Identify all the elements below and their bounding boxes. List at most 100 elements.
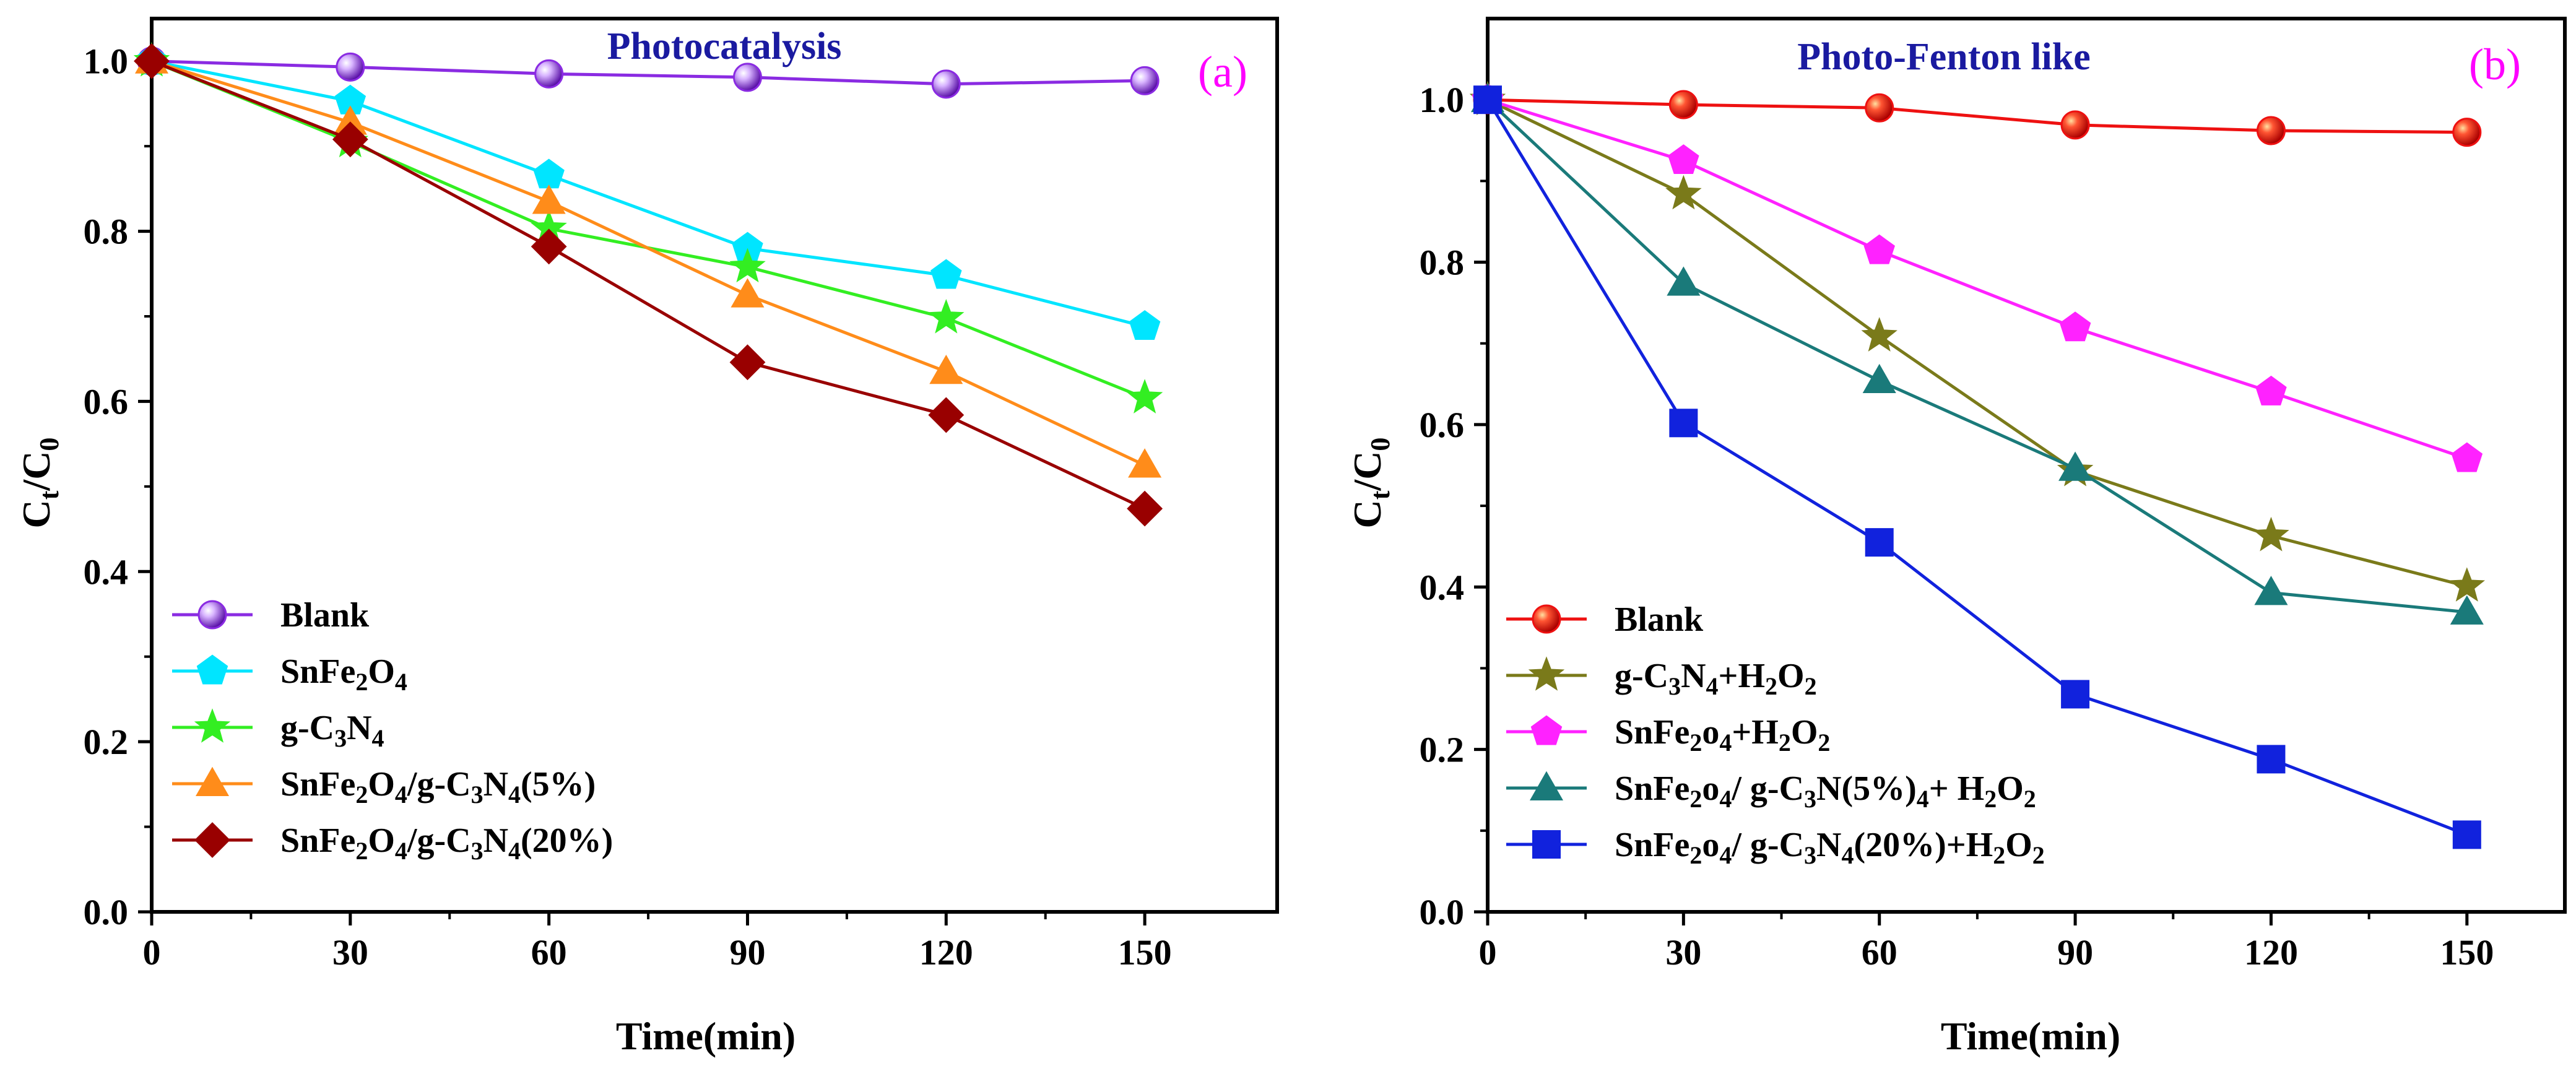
data-point xyxy=(332,121,368,158)
legend-label: g-C3N4 xyxy=(280,709,384,752)
x-tick-label: 150 xyxy=(2440,932,2494,973)
data-point xyxy=(2448,567,2486,602)
series-0 xyxy=(1473,85,2482,147)
data-point xyxy=(2257,745,2286,774)
panel-b-legend: Blank g-C3N4+H2O2 SnFe2o4+H2O2 SnFe2o4/ g-C… xyxy=(1506,600,2045,869)
legend-marker xyxy=(1529,771,1564,800)
legend-label: SnFe2o4/ g-C3N4(20%)+H2O2 xyxy=(1615,826,2045,869)
data-point xyxy=(2254,576,2288,605)
legend-marker xyxy=(196,654,228,685)
legend-entry: g-C3N4+H2O2 xyxy=(1506,656,1817,700)
y-tick-label: 0.2 xyxy=(1420,730,1465,770)
a-plot-frame xyxy=(150,17,1279,914)
panel-a-xlabel: Time(min) xyxy=(616,1014,796,1058)
data-point xyxy=(531,228,567,265)
data-point xyxy=(2253,516,2289,552)
data-point xyxy=(1126,379,1163,414)
data-point xyxy=(732,63,762,92)
legend-marker xyxy=(1530,715,1563,745)
data-point xyxy=(930,259,962,289)
x-tick-label: 30 xyxy=(332,932,368,973)
legend-entry: SnFe2O4/g-C3N4(5%) xyxy=(172,765,596,808)
panel-b-ylabel-mid: /C xyxy=(1345,451,1389,492)
series-line xyxy=(151,59,1146,510)
y-tick-label: 0.6 xyxy=(84,381,129,422)
legend-entry: g-C3N4 xyxy=(172,708,384,752)
data-point xyxy=(1861,317,1897,352)
series-1 xyxy=(1469,80,2486,602)
data-point xyxy=(532,184,566,214)
y-tick-label: 1.0 xyxy=(1420,80,1465,120)
x-tick-label: 150 xyxy=(1118,932,1172,973)
data-point xyxy=(2451,442,2483,472)
series-line xyxy=(151,59,1146,467)
x-tick-label: 60 xyxy=(531,932,567,973)
series-line xyxy=(1486,98,2468,588)
data-point xyxy=(2452,118,2482,147)
panel-b-series xyxy=(1469,80,2486,849)
panel-a-ylabel-sub2: 0 xyxy=(34,438,64,451)
x-tick-label: 90 xyxy=(2057,932,2093,973)
data-point xyxy=(1865,93,1894,123)
panel-a-legend: Blank SnFe2O4 g-C3N4 SnFe2O4/g-C3N4(5%) SnFe… xyxy=(172,596,613,865)
y-tick-label: 0.4 xyxy=(1420,567,1465,607)
series-line xyxy=(1486,98,2468,836)
series-line xyxy=(1487,98,2467,134)
panel-b-title: Photo-Fenton like xyxy=(1797,36,2091,78)
data-point xyxy=(533,158,565,189)
x-tick-label: 120 xyxy=(919,932,973,973)
series-1 xyxy=(136,45,1161,340)
legend-marker xyxy=(195,766,230,796)
series-line xyxy=(151,59,1145,86)
legend-label: Blank xyxy=(1615,600,1704,639)
legend-entry: SnFe2o4/ g-C3N(5%)4+ H2O2 xyxy=(1506,769,2036,813)
panel-b-ylabel-sub1: t xyxy=(1365,490,1395,500)
panel-a-series xyxy=(133,41,1163,527)
panel-a: Photocatalysis (a) 0 30 60 90 120 150 0.0 0.2 0.… xyxy=(14,17,1279,1058)
data-point xyxy=(1127,490,1163,527)
panel-a-label: (a) xyxy=(1198,47,1247,97)
data-point xyxy=(1863,234,1895,264)
y-tick-label: 0.8 xyxy=(1420,243,1465,283)
panel-b-label: (b) xyxy=(2469,40,2521,89)
data-point xyxy=(2255,375,2287,405)
data-point xyxy=(729,344,766,381)
x-tick-label: 90 xyxy=(729,932,765,973)
legend-label: g-C3N4+H2O2 xyxy=(1615,657,1817,700)
series-2 xyxy=(133,41,1163,414)
x-tick-label: 0 xyxy=(143,932,161,973)
data-point xyxy=(1665,175,1702,210)
y-tick-label: 0.2 xyxy=(84,722,129,762)
data-point xyxy=(731,278,765,308)
legend-entry: SnFe2O4/g-C3N4(20%) xyxy=(172,821,613,865)
legend-entry: SnFe2o4/ g-C3N4(20%)+H2O2 xyxy=(1506,826,2045,869)
panel-b-gridlayer: 0 30 60 90 120 150 0.0 0.2 0.4 0.6 0.8 1.0 xyxy=(1420,17,2567,973)
legend-label: Blank xyxy=(280,596,370,635)
series-line xyxy=(151,59,1145,328)
legend-marker xyxy=(197,600,227,630)
legend-label: SnFe2O4 xyxy=(280,652,407,696)
legend-marker xyxy=(194,822,230,858)
legend-entry: Blank xyxy=(1506,600,1704,639)
x-tick-label: 0 xyxy=(1479,932,1497,973)
legend-marker xyxy=(1532,604,1561,634)
y-tick-label: 0.0 xyxy=(1420,892,1465,932)
y-tick-label: 0.8 xyxy=(84,212,129,252)
panel-b-ylabel-main: C xyxy=(1345,500,1389,528)
data-point xyxy=(729,248,766,283)
series-line xyxy=(151,59,1146,400)
data-point xyxy=(1667,266,1701,296)
legend-entry: Blank xyxy=(172,596,370,635)
panel-a-ylabel: Ct/C0 xyxy=(14,438,64,529)
panel-a-gridlayer: 0 30 60 90 120 150 0.0 0.2 0.4 0.6 0.8 1.0 xyxy=(84,17,1279,973)
series-4 xyxy=(134,43,1163,527)
legend-marker xyxy=(1532,830,1561,859)
data-point xyxy=(1473,85,1502,115)
panel-b: Photo-Fenton like (b) 0 30 60 90 120 150 0.0 0.… xyxy=(1345,17,2567,1058)
data-point xyxy=(1130,66,1160,95)
series-4 xyxy=(1473,85,2481,849)
data-point xyxy=(2450,595,2484,625)
data-point xyxy=(2452,820,2481,849)
legend-label: SnFe2O4/g-C3N4(20%) xyxy=(280,821,613,865)
panel-b-ylabel: Ct/C0 xyxy=(1345,438,1395,529)
